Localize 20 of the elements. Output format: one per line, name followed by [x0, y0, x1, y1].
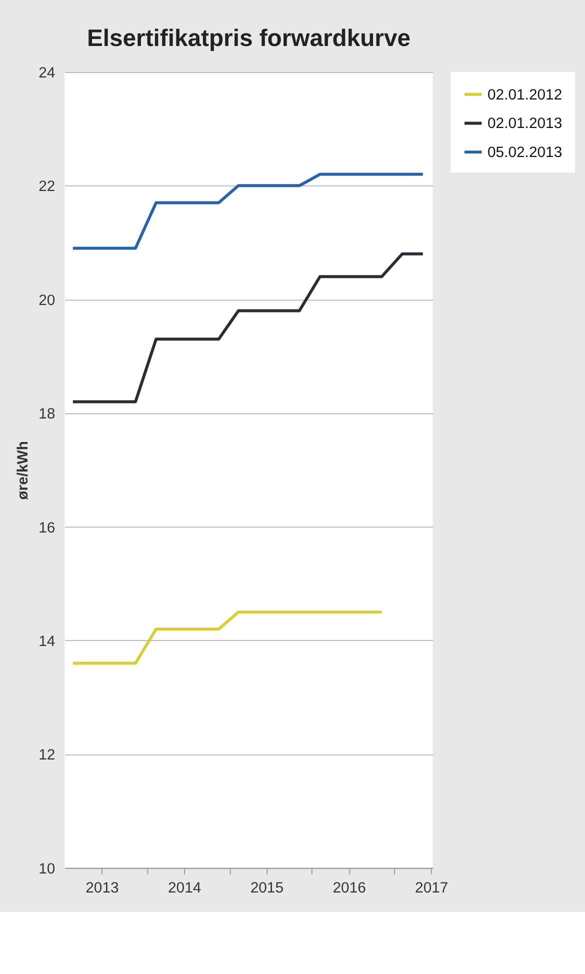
y-tick-label: 18 — [38, 406, 56, 423]
legend-label: 02.01.2013 — [488, 115, 562, 132]
legend-label: 05.02.2013 — [488, 144, 562, 162]
x-tick-label: 2017 — [415, 879, 448, 896]
y-tick-label: 20 — [38, 292, 56, 309]
chart-title: Elsertifikatpris forwardkurve — [86, 25, 410, 52]
x-tick-label: 2015 — [250, 879, 284, 896]
x-tick-label: 2014 — [168, 879, 202, 896]
y-tick-label: 22 — [38, 178, 56, 196]
x-tick-label: 2016 — [332, 879, 366, 896]
y-tick-label: 16 — [38, 519, 56, 536]
y-axis-title: øre/kWh — [14, 441, 32, 500]
y-tick-label: 24 — [38, 64, 56, 82]
y-tick-label: 12 — [38, 746, 56, 764]
y-tick-label: 10 — [38, 860, 56, 878]
line-series — [71, 172, 424, 250]
line-series — [71, 252, 424, 404]
x-tick-label: 2013 — [86, 879, 119, 896]
y-tick-label: 14 — [38, 632, 56, 650]
legend-label: 02.01.2012 — [488, 86, 562, 104]
